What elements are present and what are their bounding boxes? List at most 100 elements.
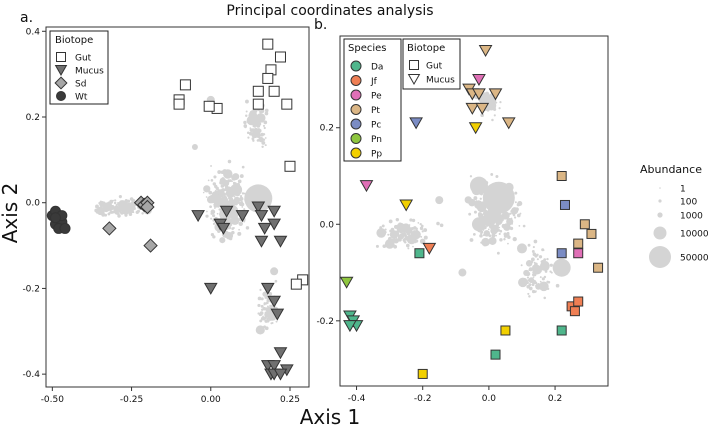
taxon-point [212, 182, 217, 186]
taxon-point [245, 114, 248, 117]
taxon-point [98, 201, 102, 205]
taxon-point [435, 196, 444, 205]
taxon-point [241, 192, 245, 195]
point-pc-gut [556, 248, 567, 259]
taxon-point [225, 231, 234, 240]
legend-biotope-mucus-label: Mucus [426, 76, 455, 86]
taxon-point [249, 127, 252, 129]
point-mucus [254, 235, 269, 248]
taxon-point [210, 217, 213, 220]
taxon-point [253, 133, 256, 136]
taxon-point [128, 212, 133, 216]
legend-species-pc-marker [350, 118, 362, 130]
taxon-point [534, 273, 537, 276]
taxon-point [120, 202, 124, 206]
taxon-point [263, 120, 268, 125]
taxon-point [536, 283, 541, 288]
taxon-point [390, 239, 394, 242]
legend-species-title: Species [348, 43, 387, 54]
taxon-point [234, 201, 238, 206]
taxon-point [219, 181, 223, 185]
taxon-point [212, 235, 216, 239]
point-gut [262, 38, 274, 50]
taxon-point [221, 188, 225, 192]
panel-b-axes: -0.4 -0.2 0.0 0.2 0.2 0.0 -0.2 [316, 124, 562, 404]
taxon-point [259, 113, 264, 118]
taxon-point [479, 234, 483, 238]
abundance-legend-label: 100 [680, 198, 697, 208]
point-mucus [191, 210, 205, 223]
taxon-point [528, 295, 531, 298]
legend-species-jf-label: Jf [370, 77, 378, 87]
taxon-point [259, 288, 262, 292]
taxon-point [499, 101, 502, 104]
taxon-point [475, 200, 478, 203]
panel-b-frame [339, 35, 609, 387]
taxon-point [543, 275, 547, 279]
taxon-point [469, 176, 488, 195]
point-sd [143, 238, 158, 253]
panel-a-background-points [94, 95, 279, 335]
taxon-point [534, 267, 537, 270]
point-pt-mucus [475, 102, 490, 115]
taxon-point [384, 228, 387, 231]
legend-a-mucus-marker [54, 65, 68, 76]
taxon-point [525, 260, 533, 267]
taxon-point [229, 212, 232, 215]
taxon-point [223, 169, 228, 173]
taxon-point [549, 263, 553, 267]
point-wt [59, 222, 71, 234]
taxon-point [403, 237, 408, 241]
taxon-point [509, 212, 512, 215]
panel-a-y-tick-label: -0.4 [22, 370, 40, 380]
taxon-point [234, 198, 238, 201]
taxon-point [546, 280, 549, 284]
taxon-point [518, 224, 521, 227]
point-mucus [273, 347, 288, 360]
taxon-point [473, 210, 477, 214]
point-mucus [267, 295, 282, 308]
panel-b-x-tick-label: 0.0 [482, 394, 497, 404]
taxon-point [480, 202, 485, 207]
taxon-point [227, 179, 231, 183]
taxon-point [241, 206, 244, 208]
taxon-point [488, 236, 497, 245]
taxon-point [259, 319, 263, 323]
panel-b-x-tick-label: 0.2 [548, 394, 562, 404]
taxon-point [514, 191, 518, 195]
taxon-point [270, 322, 273, 325]
taxon-point [232, 175, 236, 179]
taxon-point [526, 276, 529, 279]
taxon-point [419, 226, 424, 231]
taxon-point [494, 224, 499, 229]
point-da-gut [414, 248, 425, 259]
taxon-point [506, 217, 514, 226]
point-da-gut [490, 349, 501, 360]
point-mucus [235, 210, 250, 223]
taxon-point [221, 177, 225, 181]
taxon-point [496, 251, 500, 255]
point-gut [290, 278, 302, 290]
taxon-point [541, 277, 545, 281]
point-pe-gut [573, 248, 584, 259]
taxon-point [270, 267, 279, 276]
taxon-point [260, 297, 264, 301]
taxon-point [191, 144, 198, 150]
point-gut [262, 72, 274, 84]
taxon-point [230, 216, 240, 225]
taxon-point [231, 227, 235, 230]
taxon-point [95, 204, 99, 209]
taxon-point [252, 124, 256, 128]
taxon-point [210, 211, 213, 213]
taxon-point [112, 210, 116, 214]
taxon-point [531, 280, 536, 284]
taxon-point [264, 326, 269, 331]
taxon-point [217, 170, 222, 175]
panel-a-frame [45, 26, 310, 388]
taxon-point [214, 196, 218, 199]
taxon-point [498, 107, 501, 110]
taxon-point [499, 238, 503, 242]
taxon-point [483, 98, 487, 102]
taxon-point [274, 279, 278, 283]
taxon-point [118, 195, 122, 199]
